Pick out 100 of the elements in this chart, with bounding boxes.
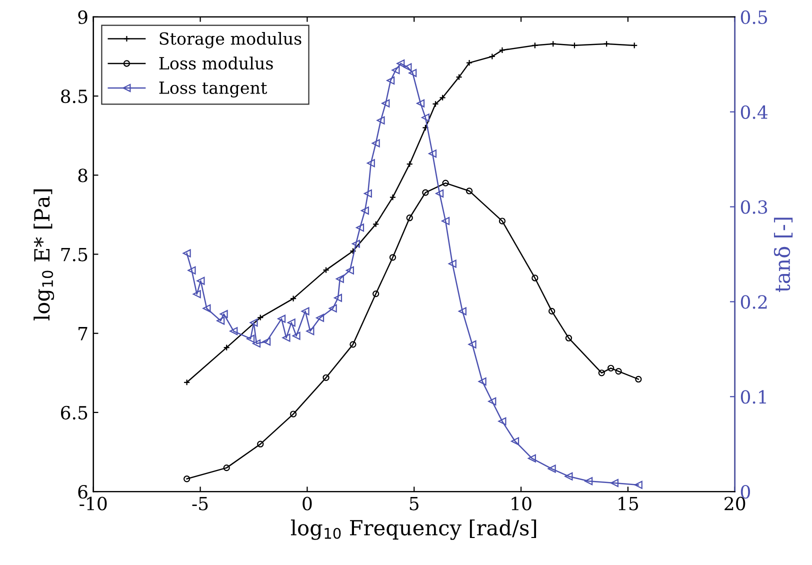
point <box>608 364 614 372</box>
y-tick-label: 8 <box>78 168 88 182</box>
point <box>478 377 486 386</box>
point <box>448 260 456 268</box>
point <box>565 334 572 342</box>
point <box>257 440 264 448</box>
point <box>392 66 400 74</box>
point <box>262 338 271 346</box>
point <box>372 139 380 148</box>
point <box>322 374 330 381</box>
point <box>220 310 228 318</box>
point <box>334 294 342 302</box>
point <box>468 340 476 348</box>
y2-tick-label: 0.4 <box>740 105 768 119</box>
y2-axis-title: tanδ [-] <box>774 218 793 292</box>
point <box>416 99 425 108</box>
point <box>511 437 520 446</box>
x-tick-label: 0 <box>302 496 312 510</box>
point <box>322 266 330 274</box>
y-tick-label: 8.5 <box>61 90 88 104</box>
y-tick-label: 9 <box>78 10 88 24</box>
x-tick-label: 5 <box>410 496 418 510</box>
legend-label: Loss modulus <box>159 56 273 70</box>
point <box>364 189 372 198</box>
point <box>356 224 364 232</box>
point <box>290 410 297 418</box>
point <box>350 341 356 348</box>
point <box>615 368 622 375</box>
point <box>466 188 473 194</box>
point <box>360 206 369 215</box>
point <box>564 472 573 480</box>
point <box>382 99 390 108</box>
point <box>336 274 344 283</box>
point <box>428 150 437 158</box>
point <box>202 304 211 312</box>
point <box>442 217 450 226</box>
point <box>372 290 380 298</box>
point <box>456 74 462 80</box>
point <box>183 476 190 482</box>
y-tick-label: 7 <box>78 327 88 340</box>
y2-tick-label: 0.2 <box>740 295 767 309</box>
x-tick-label: -5 <box>192 496 208 510</box>
point <box>610 478 618 488</box>
point <box>528 454 536 462</box>
x-tick-label: -10 <box>80 496 107 510</box>
point <box>328 304 337 312</box>
point <box>422 189 429 196</box>
point <box>598 370 605 376</box>
point <box>301 307 310 316</box>
y2-tick-label: 0.3 <box>740 200 768 214</box>
x-tick-label: 15 <box>618 496 638 510</box>
point <box>346 266 354 274</box>
x-tick-label: 10 <box>512 496 532 510</box>
point <box>396 59 405 68</box>
point <box>282 334 290 342</box>
legend-label: Storage modulus <box>160 32 302 48</box>
point <box>216 316 225 325</box>
point <box>498 417 506 426</box>
y-tick-label: 6 <box>78 485 88 499</box>
legend-label: Loss tangent <box>159 82 268 98</box>
point <box>230 327 238 336</box>
point <box>421 114 430 122</box>
point <box>548 464 556 473</box>
y-axis-title: log$_{10}$ E* [Pa] <box>34 189 54 320</box>
point <box>404 63 412 72</box>
point <box>584 477 593 486</box>
point <box>223 464 230 472</box>
y-tick-label: 6.5 <box>61 406 88 420</box>
point <box>188 266 196 274</box>
point <box>532 274 538 282</box>
point <box>192 290 201 298</box>
point <box>246 334 255 343</box>
point <box>634 480 642 489</box>
point <box>287 318 296 327</box>
point <box>196 276 205 285</box>
point <box>306 327 314 336</box>
point <box>389 254 396 261</box>
point <box>406 214 413 222</box>
point <box>436 189 444 198</box>
point <box>458 307 466 316</box>
point <box>252 339 261 348</box>
point <box>442 180 449 186</box>
point <box>316 314 324 322</box>
y2-tick-label: 0.5 <box>740 10 768 24</box>
point <box>635 376 642 383</box>
point <box>386 76 395 85</box>
x-axis-title: log$_{10}$ Frequency [rad/s] <box>290 519 536 540</box>
point <box>498 218 506 224</box>
y2-tick-label: 0 <box>740 485 750 499</box>
point <box>292 332 300 340</box>
point <box>366 159 375 168</box>
point <box>182 249 191 258</box>
y2-tick-label: 0.1 <box>740 390 766 404</box>
y-tick-label: 7.5 <box>61 248 88 262</box>
point <box>376 116 385 124</box>
x-tick-label: 20 <box>724 496 746 510</box>
point <box>408 68 417 77</box>
point <box>278 314 286 323</box>
point <box>548 308 556 315</box>
point <box>488 397 496 406</box>
